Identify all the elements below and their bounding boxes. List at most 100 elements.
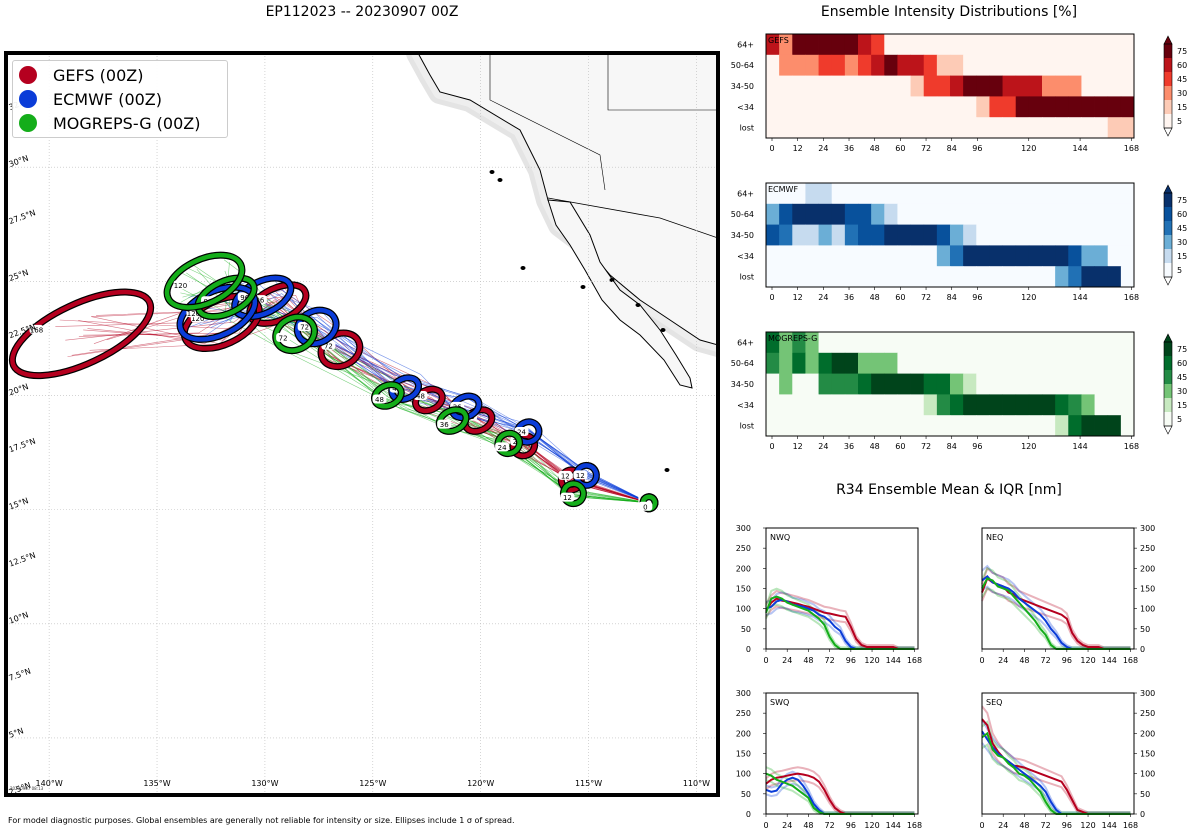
heat-cell: [1028, 332, 1043, 354]
ellipse-fill: [389, 375, 421, 402]
heat-cell: [792, 75, 806, 97]
heat-cell: [1120, 352, 1135, 374]
heat-cell: [1107, 332, 1122, 354]
heat-cell: [884, 96, 898, 118]
heat-cell: [1120, 34, 1135, 56]
y-tick-label: 50: [741, 625, 751, 634]
x-tick-label: 0: [769, 442, 774, 451]
mean-line: [765, 597, 915, 650]
heat-cell: [792, 96, 806, 118]
heat-cell: [976, 245, 990, 267]
r34-title: R34 Ensemble Mean & IQR [nm]: [836, 482, 1062, 498]
heat-cell: [779, 415, 793, 437]
heat-cell: [818, 117, 833, 139]
lat-label: 12.5°N: [8, 551, 37, 569]
heat-cell: [792, 117, 806, 139]
footer-note: For model diagnostic purposes. Global en…: [8, 816, 515, 825]
heat-cell: [871, 183, 885, 205]
heat-cell: [897, 54, 911, 76]
main-title: EP112023 -- 20230907 00Z: [265, 4, 459, 20]
heat-cell: [936, 34, 951, 56]
hour-label: 96: [240, 294, 249, 302]
legend-label: ECMWF (00Z): [53, 89, 162, 109]
heat-cell: [910, 203, 925, 225]
colorbar-label: 15: [1177, 401, 1187, 410]
heat-cell: [1094, 352, 1109, 374]
x-tick-label: 144: [1072, 144, 1087, 153]
x-tick-label: 120: [864, 656, 879, 665]
heat-cell: [831, 415, 846, 437]
heat-cell: [1042, 34, 1056, 56]
heat-cell: [1094, 183, 1109, 205]
heat-cell: [989, 352, 1003, 374]
y-tick-label: 50: [741, 790, 751, 799]
heat-cell: [844, 96, 859, 118]
x-tick-label: 96: [972, 144, 982, 153]
map-frame: [4, 51, 720, 797]
heat-cell: [805, 34, 819, 56]
heat-cell: [766, 415, 780, 437]
gefs-marker-icon: [19, 66, 37, 84]
category-label: 64+: [737, 40, 754, 49]
heat-cell: [831, 54, 846, 76]
heat-cell: [871, 352, 885, 374]
heat-cell: [910, 266, 925, 288]
heat-cell: [897, 245, 911, 267]
colorbar-arrow: [1163, 184, 1173, 194]
heat-cell: [1055, 415, 1069, 437]
x-tick-label: 60: [895, 144, 905, 153]
heat-cell: [989, 394, 1003, 416]
track-ellipse: [272, 313, 318, 355]
heat-cell: [897, 34, 911, 56]
heat-cell: [1068, 373, 1082, 395]
x-tick-label: 24: [998, 656, 1008, 665]
heat-cell: [858, 415, 872, 437]
heat-cell: [779, 373, 793, 395]
heat-cell: [1028, 183, 1043, 205]
heat-cell: [976, 266, 990, 288]
heatmap-model-label: GEFS: [768, 36, 789, 45]
heat-cell: [884, 352, 898, 374]
heat-cell: [1015, 352, 1030, 374]
heat-cell: [963, 96, 977, 118]
heat-cell: [936, 373, 951, 395]
x-tick-label: 24: [782, 821, 792, 830]
y-tick-label: 150: [736, 750, 751, 759]
heat-cell: [897, 352, 911, 374]
heat-cell: [989, 54, 1003, 76]
heat-cell: [950, 54, 964, 76]
heat-cell: [871, 54, 885, 76]
heat-cell: [976, 34, 990, 56]
heat-cell: [1028, 224, 1043, 246]
category-label: 34-50: [731, 82, 754, 91]
y-tick-label: 50: [1140, 790, 1150, 799]
iqr-upper-line: [981, 567, 1131, 649]
heat-cell: [766, 203, 780, 225]
colorbar-cell: [1164, 207, 1172, 222]
intensity-title: Ensemble Intensity Distributions [%]: [820, 4, 1078, 20]
colorbar-cell: [1164, 356, 1172, 371]
x-tick-label: 48: [870, 442, 880, 451]
heat-cell: [766, 75, 780, 97]
heat-cell: [805, 54, 819, 76]
ecmwf-marker-icon: [19, 90, 37, 108]
heat-cell: [976, 373, 990, 395]
heat-cell: [818, 183, 833, 205]
state-border: [607, 53, 718, 111]
track-map: 0122436487296120168012243648729612001224…: [4, 51, 720, 797]
x-tick-label: 96: [846, 821, 856, 830]
heat-cell: [989, 373, 1003, 395]
x-tick-label: 168: [1123, 656, 1138, 665]
heat-cell: [884, 332, 898, 354]
x-tick-label: 72: [921, 144, 931, 153]
heat-cell: [766, 245, 780, 267]
heat-cell: [766, 34, 780, 56]
y-tick-label: 200: [736, 729, 751, 738]
category-label: lost: [740, 273, 754, 282]
y-tick-label: 0: [1140, 810, 1145, 819]
lat-label: 17.5°N: [8, 436, 37, 454]
heat-cell: [923, 34, 938, 56]
heat-cell: [1068, 415, 1082, 437]
heat-cell: [831, 34, 846, 56]
heat-cell: [858, 117, 872, 139]
